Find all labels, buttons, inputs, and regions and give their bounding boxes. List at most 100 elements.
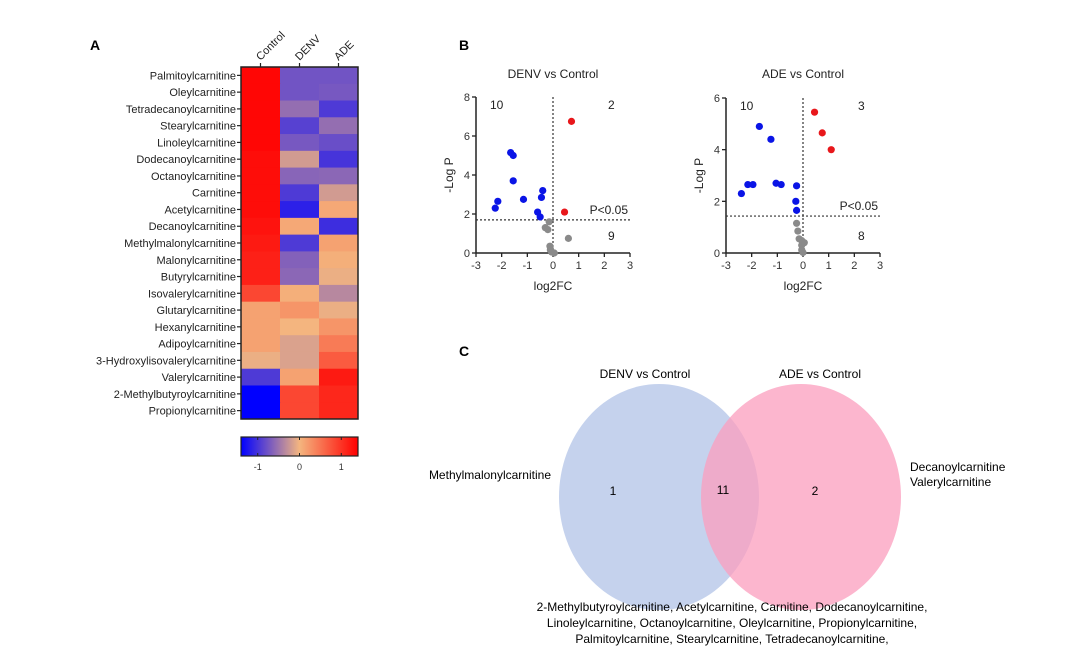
heatmap-column-label: ADE [332,39,356,63]
data-point-ns [794,227,802,235]
heatmap-row-label: Adipoylcarnitine [158,339,236,351]
heatmap-cell [241,150,281,169]
heatmap-cell [241,318,281,336]
panel-label-b: B [459,37,469,53]
volcano-title: ADE vs Control [762,67,844,81]
heatmap-row-label: Stearylcarnitine [160,121,236,133]
y-tick-label: 2 [714,196,720,208]
heatmap-row-label: Dodecanoylcarnitine [136,154,236,166]
heatmap-cell [319,284,359,303]
data-point-down [539,187,547,195]
data-point-down [792,206,801,214]
heatmap-row-label: Hexanylcarnitine [155,322,236,334]
y-axis-label: -Log P [692,158,706,193]
up-count: 2 [608,98,615,112]
heatmap-cell [319,268,359,286]
x-tick-label: 3 [627,260,633,272]
venn-right-only-label: Valerylcarnitine [910,475,991,489]
venn-right-only-count: 2 [812,484,819,498]
x-tick-label: 2 [851,260,857,272]
heatmap-row-label: Malonylcarnitine [157,255,236,267]
heatmap-row-label: Isovalerylcarnitine [148,288,236,300]
heatmap-cell [319,100,359,118]
y-tick-label: 0 [714,248,720,260]
heatmap-row-label: Valerylcarnitine [162,372,236,384]
heatmap-cell [280,234,320,252]
x-tick-label: -2 [747,260,757,272]
venn-diagram: DENV vs Control ADE vs Control 1 11 2 Me… [429,367,1006,646]
heatmap-cell [280,100,320,118]
heatmap-cell [280,134,320,152]
heatmap-row-label: Octanoylcarnitine [151,171,236,183]
heatmap-cell [319,402,359,420]
data-point-down [536,213,544,221]
nonsignificant-count: 8 [858,229,865,243]
heatmap: Palmitoylcarnitine Oleylcarnitine Tetradec… [96,30,359,420]
heatmap-cell [241,335,281,353]
venn-overlap-label-line: 2-Methylbutyroylcarnitine, Acetylcarniti… [537,600,928,614]
data-point-down [537,193,546,202]
heatmap-cell [280,368,320,386]
y-tick-label: 4 [464,170,470,182]
heatmap-cell [241,301,281,319]
heatmap-column-labels: Control DENV ADE [254,30,357,67]
heatmap-cell [241,368,281,386]
heatmap-cell [280,251,320,269]
venn-circle-ade [701,384,901,610]
heatmap-row-label: Oleylcarnitine [169,87,236,99]
heatmap-cell [280,335,320,353]
panel-label-a: A [90,37,100,53]
heatmap-cell [280,167,320,185]
heatmap-cell [280,284,320,303]
heatmap-cell [241,201,281,219]
venn-overlap-count: 11 [717,483,730,497]
heatmap-row-label: 3-Hydroxylisovalerylcarnitine [96,355,236,367]
venn-overlap-label-line: Palmitoylcarnitine, Stearylcarnitine, Te… [575,632,888,646]
x-axis-label: log2FC [784,279,823,293]
venn-overlap-label-line: Linoleylcarnitine, Octanoylcarnitine, Ol… [547,616,917,630]
data-point-ns [544,226,552,234]
heatmap-cell [241,351,281,370]
data-point-down [777,180,785,189]
heatmap-cell [280,351,320,370]
data-point-up [567,117,576,125]
heatmap-row-label: Carnitine [192,188,236,200]
heatmap-cell [241,402,281,420]
x-tick-label: 1 [576,260,582,272]
heatmap-cell [319,134,359,152]
threshold-label: P<0.05 [590,203,629,217]
x-tick-label: 3 [877,260,883,272]
heatmap-cell [280,117,320,135]
heatmap-cell [241,117,281,135]
up-count: 3 [858,99,865,113]
heatmap-cell [319,83,359,102]
venn-left-title: DENV vs Control [600,367,691,381]
data-point-down [737,189,746,198]
volcano-plot-denv: DENV vs Control -3 -2 -1 0 1 2 3 0 2 4 6 8 log2FC -Log… [442,67,633,293]
colorbar-tick-label: 0 [297,462,302,472]
data-point-down [792,182,801,190]
data-point-down [494,197,502,205]
data-point-down [491,204,499,212]
heatmap-cell [319,351,359,370]
x-tick-label: 1 [826,260,832,272]
volcano-title: DENV vs Control [508,67,599,81]
data-point-ns [545,218,553,226]
data-point-down [744,180,752,189]
x-tick-label: 0 [800,260,806,272]
data-point-ns [564,234,573,242]
heatmap-cell [241,284,281,303]
data-point-down [519,195,528,203]
heatmap-cell [319,335,359,353]
data-point-up [818,129,826,137]
heatmap-cell [280,83,320,102]
data-point-ns [799,248,807,257]
heatmap-cell [280,301,320,319]
heatmap-cell [280,268,320,286]
heatmap-cell [241,184,281,202]
heatmap-cell [241,83,281,102]
heatmap-column-label: Control [254,30,288,64]
x-tick-label: -3 [471,260,481,272]
heatmap-cell [280,201,320,219]
